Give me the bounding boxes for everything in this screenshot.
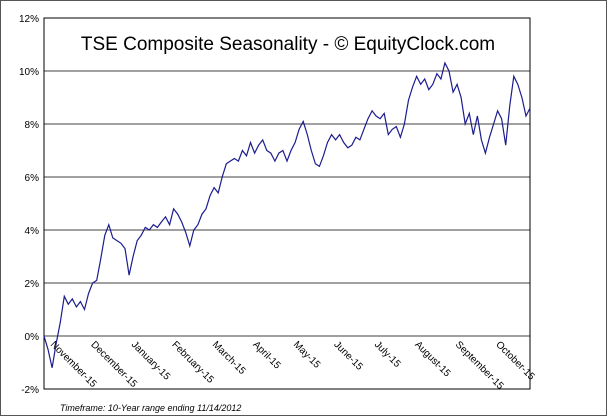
chart-title: TSE Composite Seasonality - © EquityCloc… — [81, 34, 495, 55]
footnote: Timeframe: 10-Year range ending 11/14/20… — [60, 403, 241, 413]
y-tick-label: -2% — [21, 385, 39, 396]
y-tick-label: 6% — [25, 173, 40, 184]
y-tick-label: 2% — [25, 279, 40, 290]
y-tick-label: 0% — [25, 332, 40, 343]
y-tick-label: 12% — [19, 14, 39, 25]
y-tick-label: 10% — [19, 67, 39, 78]
y-tick-label: 8% — [25, 120, 40, 131]
series-line — [43, 61, 531, 368]
y-tick-label: 4% — [25, 226, 40, 237]
